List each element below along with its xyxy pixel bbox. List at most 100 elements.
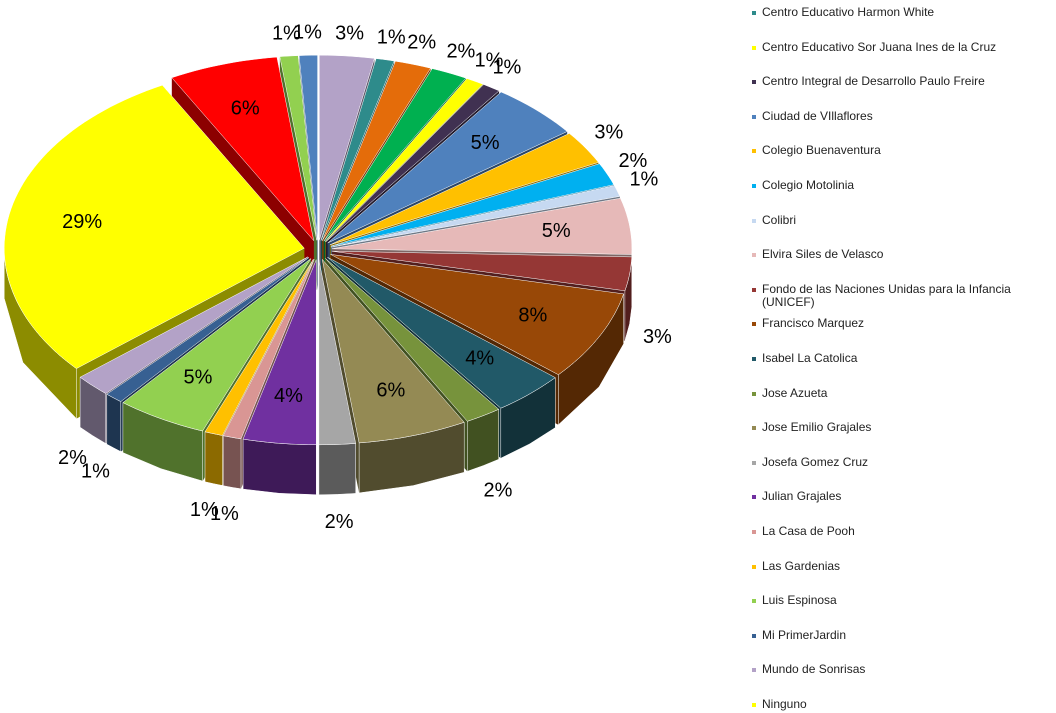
data-label: 1% xyxy=(272,22,301,44)
legend-swatch xyxy=(752,599,756,604)
slice xyxy=(323,68,467,242)
legend-item: Mi PrimerJardin xyxy=(752,627,1052,664)
legend-swatch xyxy=(752,702,756,707)
legend-item: Josefa Gomez Cruz xyxy=(752,454,1052,491)
slice xyxy=(324,78,484,242)
slice xyxy=(329,133,599,246)
legend-item: Elvira Siles de Velasco xyxy=(752,248,1052,283)
legend-swatch xyxy=(752,633,756,638)
slice xyxy=(320,58,395,241)
slice xyxy=(331,185,621,248)
data-label: 3% xyxy=(643,326,672,348)
legend-label: Colegio Motolinia xyxy=(762,177,855,192)
legend-label: Colibri xyxy=(762,212,797,227)
legend-item: Ciudad de VIllaflores xyxy=(752,108,1052,145)
data-label: 5% xyxy=(184,366,213,388)
data-label: 3% xyxy=(335,22,364,44)
slice xyxy=(79,256,309,394)
legend-label: Jose Emilio Grajales xyxy=(762,420,872,435)
legend-swatch xyxy=(752,80,756,85)
slice xyxy=(331,197,633,255)
legend-label: Jose Azueta xyxy=(762,385,828,400)
slice xyxy=(331,250,633,292)
slice xyxy=(279,55,317,241)
data-label: 2% xyxy=(407,31,436,53)
slice-side xyxy=(242,438,317,495)
data-label: 4% xyxy=(465,348,494,370)
slice-side xyxy=(222,435,242,490)
legend-label: Ninguno xyxy=(762,696,807,711)
slice xyxy=(325,258,500,422)
legend-label: Julian Grajales xyxy=(762,489,842,504)
slice xyxy=(106,257,310,402)
legend-item: Ninguno xyxy=(752,696,1052,713)
slice xyxy=(327,91,568,244)
data-label: 1% xyxy=(293,21,322,43)
slice xyxy=(298,54,318,241)
legend-swatch xyxy=(752,529,756,534)
legend-label: Colegio Buenaventura xyxy=(762,143,881,158)
legend-swatch xyxy=(752,11,756,15)
legend-label: Elvira Siles de Velasco xyxy=(762,247,884,262)
legend-label: Centro Integral de Desarrollo Paulo Frei… xyxy=(762,74,985,89)
legend-swatch xyxy=(752,356,756,361)
legend-swatch xyxy=(752,426,756,431)
data-label: 1% xyxy=(492,56,521,78)
slice-side xyxy=(318,443,356,496)
slice xyxy=(322,60,431,241)
slice-inner-side xyxy=(223,259,315,486)
data-label: 2% xyxy=(484,480,513,502)
legend-item: Centro Integral de Desarrollo Paulo Frei… xyxy=(752,75,1052,110)
slice xyxy=(321,258,465,444)
legend-label: Josefa Gomez Cruz xyxy=(762,454,869,469)
slice xyxy=(242,259,317,445)
data-label: 4% xyxy=(274,385,303,407)
slice xyxy=(330,254,624,375)
data-label: 1% xyxy=(475,50,504,72)
data-label: 6% xyxy=(231,97,260,119)
legend-swatch xyxy=(752,391,756,396)
data-label: 3% xyxy=(594,121,623,143)
legend-item: Isabel La Catolica xyxy=(752,350,1052,387)
legend-swatch xyxy=(752,668,756,673)
legend-label: Centro Educativo Harmon White xyxy=(762,6,935,19)
data-label: 2% xyxy=(58,447,87,469)
slice xyxy=(222,259,315,440)
legend-item: Mundo de Sonrisas xyxy=(752,663,1052,698)
slice xyxy=(325,84,500,243)
legend-item: Luis Espinosa xyxy=(752,594,1052,629)
legend-swatch xyxy=(752,287,756,292)
legend-label: Isabel La Catolica xyxy=(762,350,858,365)
slice xyxy=(122,258,312,432)
legend-item: Centro Educativo Sor Juana Ines de la Cr… xyxy=(752,39,1052,76)
legend-label: Ciudad de VIllaflores xyxy=(762,108,873,123)
legend-label: Francisco Marquez xyxy=(762,316,865,331)
legend-swatch xyxy=(752,253,756,258)
legend-item: La Casa de Pooh xyxy=(752,523,1052,560)
legend-label: Centro Educativo Sor Juana Ines de la Cr… xyxy=(762,39,997,54)
legend-label: Luis Espinosa xyxy=(762,593,837,608)
legend-label: Fondo de las Naciones Unidas para la Inf… xyxy=(762,281,1011,309)
data-label: 5% xyxy=(542,220,571,242)
slice xyxy=(319,54,375,241)
legend-item: Julian Grajales xyxy=(752,490,1052,525)
legend: Centro Educativo Harmon White Centro Educ… xyxy=(752,6,1052,713)
data-label: 1% xyxy=(377,26,406,48)
data-label: 1% xyxy=(210,503,239,525)
data-label: 29% xyxy=(62,211,102,233)
legend-item: Jose Emilio Grajales xyxy=(752,421,1052,456)
data-label: 2% xyxy=(618,150,647,172)
data-label: 1% xyxy=(190,499,219,521)
legend-label: La Casa de Pooh xyxy=(762,523,855,538)
slice-side xyxy=(204,431,223,486)
legend-label: Mi PrimerJardin xyxy=(762,627,847,642)
data-label: 6% xyxy=(376,379,405,401)
legend-item: Colibri xyxy=(752,212,1052,249)
legend-swatch xyxy=(752,45,756,50)
legend-item: Jose Azueta xyxy=(752,385,1052,422)
data-label: 1% xyxy=(81,460,110,482)
legend-swatch xyxy=(752,183,756,188)
slice xyxy=(204,259,314,436)
slice xyxy=(327,257,556,409)
